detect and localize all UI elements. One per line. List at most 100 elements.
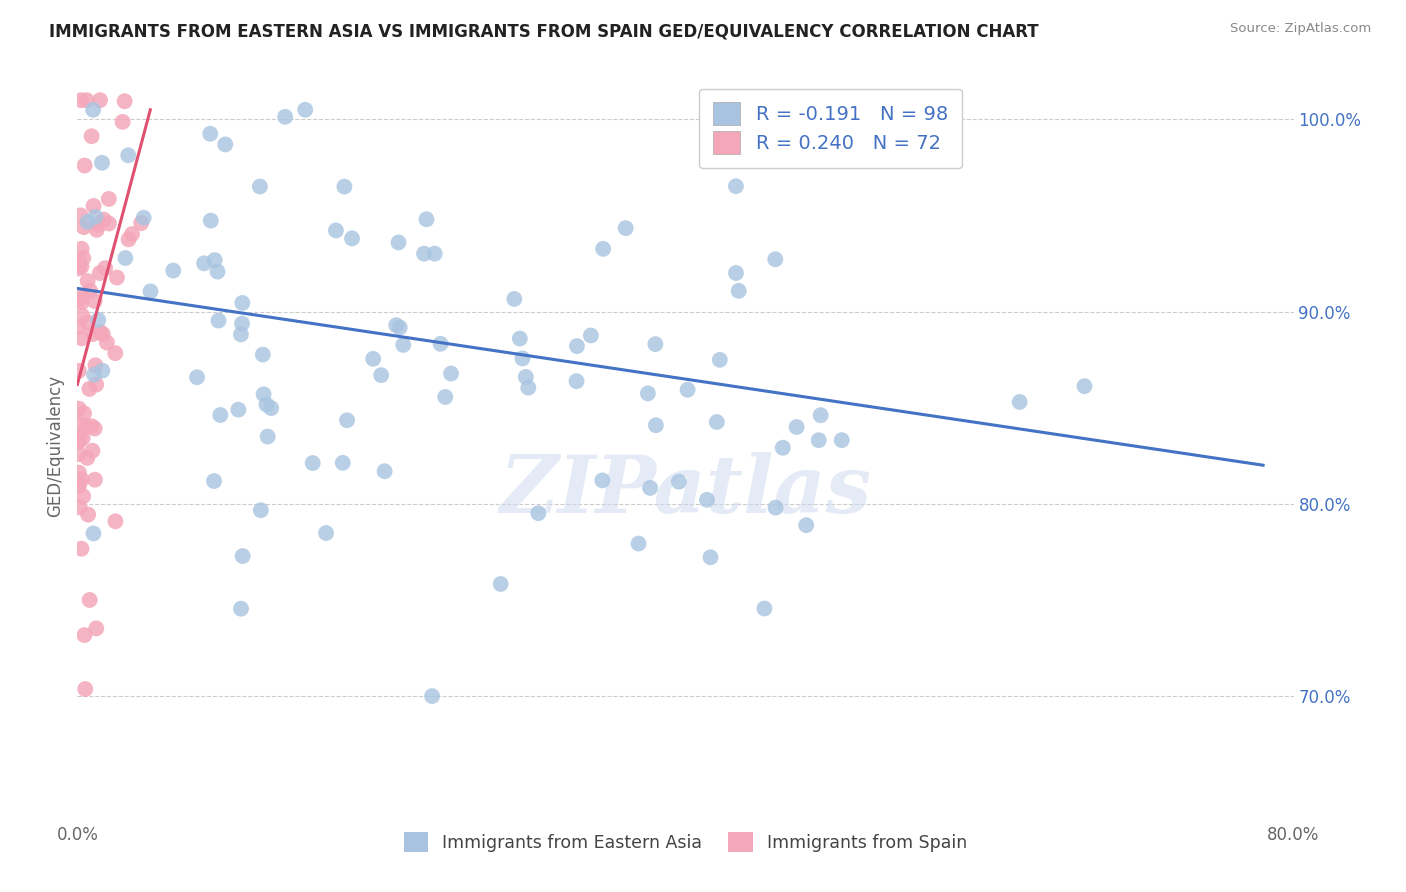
Point xyxy=(69,500,91,515)
Point xyxy=(200,213,222,227)
Point xyxy=(89,266,111,280)
Point xyxy=(70,295,93,310)
Point xyxy=(565,374,588,388)
Point xyxy=(676,383,699,397)
Point xyxy=(76,274,98,288)
Point xyxy=(229,327,252,342)
Point xyxy=(250,503,273,517)
Point xyxy=(332,456,354,470)
Point xyxy=(79,593,101,607)
Point xyxy=(69,427,91,442)
Point xyxy=(70,260,93,274)
Point xyxy=(249,179,271,194)
Point xyxy=(333,179,356,194)
Point xyxy=(82,327,104,342)
Point xyxy=(706,415,728,429)
Point xyxy=(83,421,105,435)
Point xyxy=(91,156,114,170)
Point xyxy=(73,628,96,642)
Point xyxy=(644,337,666,351)
Point xyxy=(256,397,278,411)
Point xyxy=(70,288,93,302)
Point xyxy=(83,199,105,213)
Point xyxy=(361,351,384,366)
Point xyxy=(325,223,347,237)
Point xyxy=(315,526,337,541)
Point xyxy=(70,331,93,345)
Point xyxy=(72,309,94,323)
Point xyxy=(202,474,225,488)
Point xyxy=(696,492,718,507)
Point xyxy=(627,536,650,550)
Point xyxy=(82,526,104,541)
Point xyxy=(214,137,236,152)
Point xyxy=(207,313,229,327)
Point xyxy=(727,284,749,298)
Point xyxy=(67,401,90,416)
Point xyxy=(794,518,817,533)
Point xyxy=(429,336,451,351)
Point xyxy=(121,227,143,241)
Point xyxy=(91,364,114,378)
Point xyxy=(69,208,91,222)
Point xyxy=(1073,379,1095,393)
Point xyxy=(512,351,534,366)
Point xyxy=(162,263,184,277)
Point xyxy=(413,246,436,260)
Point xyxy=(73,406,96,420)
Point xyxy=(87,218,110,232)
Point xyxy=(772,441,794,455)
Point xyxy=(76,450,98,465)
Point xyxy=(97,217,120,231)
Point xyxy=(86,223,108,237)
Point xyxy=(232,549,254,563)
Point xyxy=(82,103,104,117)
Point xyxy=(754,601,776,615)
Point xyxy=(415,212,437,227)
Point xyxy=(489,577,512,591)
Point xyxy=(256,429,278,443)
Point xyxy=(76,419,98,434)
Point xyxy=(565,339,588,353)
Text: Source: ZipAtlas.com: Source: ZipAtlas.com xyxy=(1230,22,1371,36)
Point xyxy=(67,479,90,493)
Point xyxy=(668,475,690,489)
Point xyxy=(70,473,93,487)
Point xyxy=(76,316,98,330)
Point xyxy=(84,377,107,392)
Point xyxy=(84,473,107,487)
Point xyxy=(67,434,90,448)
Point xyxy=(186,370,208,384)
Point xyxy=(83,293,105,308)
Point xyxy=(1008,395,1031,409)
Point xyxy=(579,328,602,343)
Point xyxy=(724,266,747,280)
Point xyxy=(79,284,101,298)
Point xyxy=(200,127,222,141)
Point xyxy=(89,325,111,339)
Point xyxy=(96,335,118,350)
Point xyxy=(117,148,139,162)
Point xyxy=(591,474,613,488)
Point xyxy=(89,93,111,107)
Point xyxy=(93,212,115,227)
Point xyxy=(260,401,283,416)
Point xyxy=(72,431,94,445)
Point xyxy=(70,541,93,556)
Point xyxy=(72,251,94,265)
Point xyxy=(228,402,250,417)
Point xyxy=(70,93,93,107)
Point xyxy=(129,216,152,230)
Point xyxy=(527,506,550,520)
Point xyxy=(638,481,661,495)
Point xyxy=(274,110,297,124)
Point xyxy=(229,601,252,615)
Point xyxy=(645,418,668,433)
Point xyxy=(387,235,409,250)
Point xyxy=(67,293,90,307)
Point xyxy=(207,264,229,278)
Point xyxy=(67,320,90,334)
Point xyxy=(388,320,411,334)
Point xyxy=(252,387,274,401)
Point xyxy=(114,251,136,265)
